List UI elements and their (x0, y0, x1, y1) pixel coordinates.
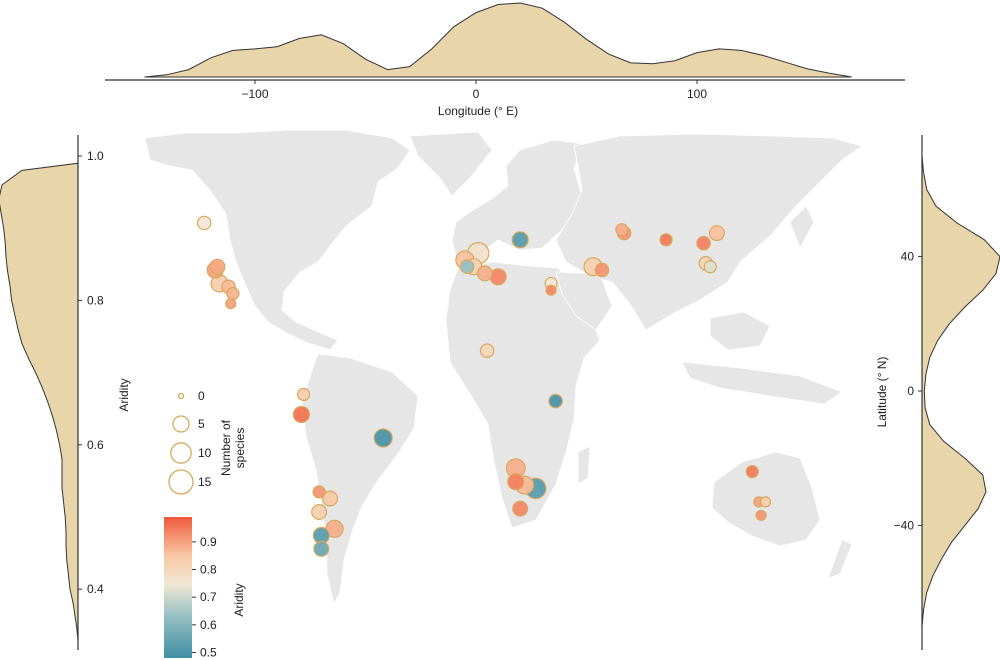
site-point (373, 428, 393, 448)
longitude-ticks: −100 0 100 (241, 80, 707, 101)
longitude-tick-label: 100 (687, 87, 707, 101)
site-point (292, 405, 310, 424)
aridity-colorbar (164, 517, 192, 658)
site-point (615, 223, 629, 237)
aridity-tick-label: 0.6 (87, 438, 104, 452)
longitude-tick-label: 0 (473, 87, 480, 101)
size-legend-circle (170, 442, 192, 464)
latitude-tick-label: −40 (894, 518, 915, 532)
latitude-ticks: 40 0 −40 (894, 250, 922, 532)
aridity-density-curve (0, 162, 79, 640)
aridity-axis-title: Aridity (117, 378, 131, 411)
site-point (311, 504, 328, 521)
site-point (479, 343, 495, 358)
size-legend-circle (177, 392, 185, 400)
site-point (196, 215, 212, 231)
aridity-color-legend: Aridity 0.9 0.8 0.7 0.6 0.5 (164, 517, 246, 659)
site-point (209, 258, 226, 275)
size-legend-circle (168, 469, 194, 495)
world-map (144, 129, 863, 606)
site-point (548, 393, 563, 409)
color-legend-title: Aridity (232, 583, 246, 616)
longitude-axis-title: Longitude (° E) (438, 104, 518, 118)
colorbar-tick-label: 0.6 (200, 618, 217, 632)
site-point (507, 473, 525, 491)
site-point (225, 298, 237, 310)
site-point (489, 268, 507, 286)
site-points (196, 215, 772, 557)
size-legend-circle (172, 415, 190, 433)
site-point (476, 265, 493, 282)
colorbar-tick-label: 0.7 (200, 590, 217, 604)
site-point (313, 540, 330, 557)
landmass-greenland (409, 131, 493, 197)
site-point (322, 490, 339, 507)
site-point (459, 259, 475, 274)
site-point (759, 496, 772, 508)
size-legend-label: 15 (198, 475, 212, 489)
landmass-south-america (301, 353, 419, 606)
site-point (703, 260, 717, 274)
aridity-tick-label: 0.8 (87, 293, 104, 307)
aridity-tick-label: 0.4 (87, 582, 104, 596)
site-point (708, 225, 725, 242)
longitude-density-curve (144, 2, 852, 78)
species-size-legend: Number of species 0 5 10 15 (168, 389, 247, 495)
latitude-density-panel: 40 0 −40 Latitude (° N) (875, 135, 1000, 650)
site-point (226, 287, 240, 301)
landmass-north-america (144, 129, 411, 351)
size-legend-label: 5 (198, 417, 205, 431)
latitude-tick-label: 0 (907, 384, 914, 398)
latitude-axis-title: Latitude (° N) (875, 357, 889, 428)
latitude-density-curve (921, 155, 1000, 627)
site-point (696, 235, 711, 251)
site-point (594, 262, 610, 278)
size-legend-label: 0 (198, 389, 205, 403)
landmass-madagascar (577, 445, 591, 485)
colorbar-tick-label: 0.5 (200, 645, 217, 659)
site-point (511, 231, 529, 249)
landmass-indonesia (681, 361, 843, 405)
colorbar-tick-label: 0.9 (200, 535, 217, 549)
site-point (755, 509, 767, 521)
site-point (512, 500, 529, 517)
aridity-tick-label: 1.0 (87, 149, 104, 163)
latitude-tick-label: 40 (901, 250, 915, 264)
landmass-new-zealand (827, 539, 853, 579)
site-point (545, 284, 557, 296)
site-point (659, 233, 673, 247)
aridity-ticks: 1.0 0.8 0.6 0.4 (78, 149, 104, 596)
longitude-tick-label: −100 (241, 87, 268, 101)
site-point (745, 465, 759, 479)
size-legend-title-line1: Number of (219, 419, 233, 476)
site-point (297, 387, 311, 401)
colorbar-tick-label: 0.8 (200, 563, 217, 577)
aridity-density-panel: 1.0 0.8 0.6 0.4 Aridity (0, 135, 131, 650)
size-legend-label: 10 (198, 446, 212, 460)
landmass-japan (789, 205, 815, 249)
longitude-density-panel: −100 0 100 Longitude (° E) (105, 2, 905, 118)
site-point (312, 485, 326, 499)
landmass-se-asia (709, 311, 771, 351)
size-legend-title-line2: species (233, 428, 247, 469)
